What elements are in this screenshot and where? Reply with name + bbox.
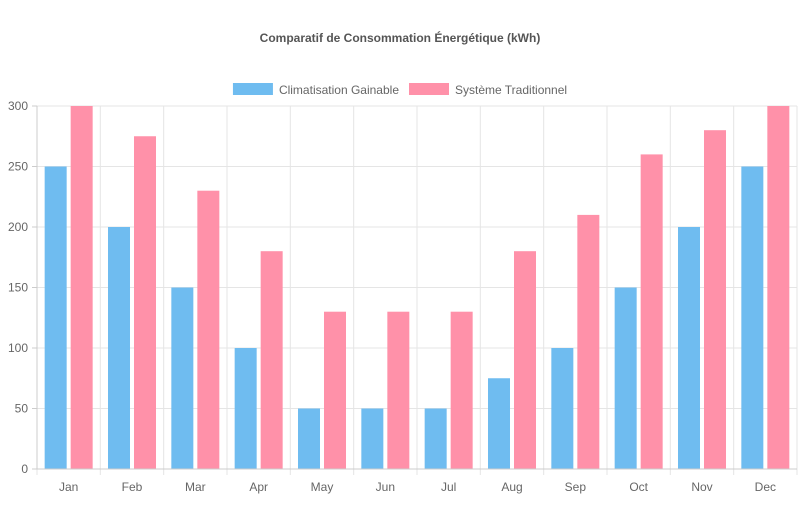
x-tick-label: Dec — [755, 480, 776, 494]
legend-label: Climatisation Gainable — [279, 83, 399, 97]
bar-systeme-traditionnel — [260, 251, 283, 469]
bar-climatisation-gainable — [361, 408, 384, 469]
bar-climatisation-gainable — [171, 287, 194, 469]
y-tick-label: 200 — [8, 220, 28, 234]
bar-systeme-traditionnel — [450, 311, 473, 469]
legend: Climatisation Gainable Système Traditionn… — [232, 83, 567, 97]
legend-item[interactable]: Système Traditionnel — [409, 83, 567, 97]
y-axis-ticks: 0 50 100 150 200 250 300 — [8, 99, 37, 476]
y-tick-label: 100 — [8, 341, 28, 355]
x-tick-label: May — [311, 480, 334, 494]
x-tick-label: Jan — [59, 480, 78, 494]
bar-climatisation-gainable — [108, 227, 130, 469]
x-tick-label: Apr — [249, 480, 268, 494]
x-tick-label: Jun — [376, 480, 395, 494]
legend-item[interactable]: Climatisation Gainable — [232, 83, 399, 97]
bar-climatisation-gainable — [298, 408, 320, 469]
legend-swatch — [232, 83, 273, 95]
bar-systeme-traditionnel — [767, 106, 790, 469]
x-tick-label: Feb — [122, 480, 143, 494]
bar-systeme-traditionnel — [640, 154, 663, 469]
x-tick-label: Jul — [441, 480, 456, 494]
y-tick-label: 50 — [15, 402, 29, 416]
bar-climatisation-gainable — [44, 166, 67, 469]
bar-systeme-traditionnel — [577, 214, 600, 469]
bar-systeme-traditionnel — [324, 311, 346, 469]
bars — [44, 106, 790, 469]
bar-climatisation-gainable — [488, 378, 510, 469]
bar-systeme-traditionnel — [514, 251, 536, 469]
bar-climatisation-gainable — [741, 166, 764, 469]
y-tick-label: 0 — [21, 462, 28, 476]
axes — [36, 106, 797, 470]
x-axis-ticks: Jan Feb Mar Apr May Jun Jul Aug Sep Oct Nov Dec — [59, 480, 776, 494]
grid — [36, 105, 798, 475]
bar-systeme-traditionnel — [197, 190, 220, 469]
bar-systeme-traditionnel — [704, 130, 726, 469]
bar-climatisation-gainable — [424, 408, 447, 469]
y-tick-label: 150 — [8, 281, 28, 295]
x-tick-label: Mar — [185, 480, 206, 494]
bar-climatisation-gainable — [614, 287, 637, 469]
bar-climatisation-gainable — [234, 348, 257, 469]
x-tick-label: Aug — [501, 480, 522, 494]
bar-climatisation-gainable — [678, 227, 700, 469]
x-tick-label: Sep — [565, 480, 587, 494]
bar-systeme-traditionnel — [387, 311, 410, 469]
y-tick-label: 250 — [8, 160, 28, 174]
x-tick-label: Nov — [691, 480, 712, 494]
bar-systeme-traditionnel — [134, 136, 156, 469]
bar-systeme-traditionnel — [70, 106, 93, 469]
y-tick-label: 300 — [8, 99, 28, 113]
chart-title: Comparatif de Consommation Énergétique (… — [260, 30, 541, 45]
bar-climatisation-gainable — [551, 348, 574, 469]
legend-label: Système Traditionnel — [455, 83, 567, 97]
legend-swatch — [409, 83, 449, 95]
x-tick-label: Oct — [629, 480, 648, 494]
